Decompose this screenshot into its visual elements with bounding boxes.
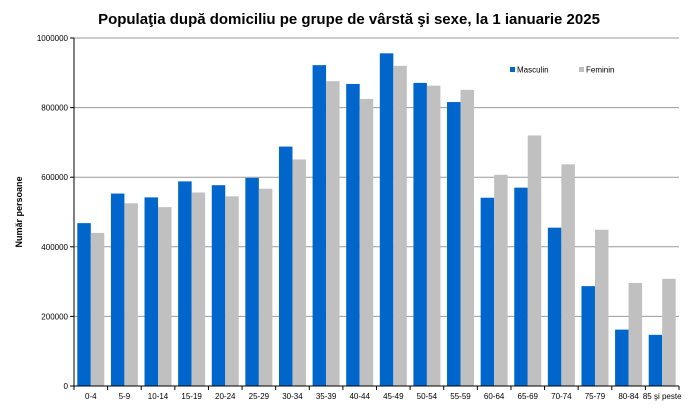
legend: Masculin Feminin [510,66,614,75]
y-tick-label: 1000000 [37,34,69,43]
bar-feminin [90,232,105,386]
bar-masculin [514,187,528,386]
y-tick-label: 400000 [41,243,68,252]
x-tick-label: 15-19 [181,392,202,401]
bar-masculin [447,102,461,387]
x-tick-label: 80-84 [618,392,639,401]
bar-masculin [547,227,562,386]
x-tick-label: 35-39 [316,392,337,401]
x-tick-label: 45-49 [383,392,404,401]
legend-label-masculin: Masculin [517,66,549,75]
bar-feminin [191,192,206,386]
bar-feminin [326,81,340,386]
bars [77,53,676,387]
bar-masculin [211,185,226,386]
bar-feminin [393,65,407,386]
x-tick-label: 85 şi peste [643,392,682,401]
x-tick-label: 70-74 [551,392,572,401]
x-tick-label: 10-14 [148,392,169,401]
bar-feminin [158,207,172,386]
bar-masculin [144,197,159,386]
bar-feminin [662,278,676,386]
bar-feminin [359,98,374,387]
bar-feminin [460,89,475,387]
y-axis-label: Număr persoane [14,176,24,247]
bar-feminin [124,203,138,386]
y-tick-label: 800000 [41,104,68,113]
x-tick-label: 30-34 [282,392,303,401]
bar-feminin [594,229,609,386]
grid-lines [74,37,679,317]
bar-masculin [178,181,192,386]
bar-feminin [527,135,542,386]
x-tick-label: 20-24 [215,392,236,401]
bar-feminin [292,159,306,386]
bar-feminin [561,164,575,386]
x-tick-label: 0-4 [85,392,97,401]
y-tick-label: 200000 [41,312,68,321]
x-tick-label: 75-79 [585,392,606,401]
bar-masculin [77,223,91,386]
x-tick-label: 65-69 [518,392,539,401]
x-tick-label: 55-59 [450,392,471,401]
x-tick-label: 40-44 [349,392,370,401]
bar-masculin [245,177,259,386]
bar-masculin [413,82,427,386]
y-tick-label: 600000 [41,173,68,182]
bar-masculin [379,53,394,386]
legend-swatch-feminin [579,67,584,72]
bar-masculin [278,146,293,386]
y-tick-labels: 0 200000 400000 600000 800000 1000000 [37,34,69,391]
bar-masculin [312,65,327,387]
bar-masculin [615,329,629,386]
x-tick-label: 50-54 [417,392,438,401]
bar-feminin [225,196,239,386]
bar-masculin [648,334,663,386]
bar-feminin [426,85,441,387]
bar-feminin [628,282,643,386]
chart-title: Populaţia după domiciliu pe grupe de vâr… [98,11,600,28]
x-tick-label: 25-29 [249,392,270,401]
x-tick-label: 5-9 [119,392,131,401]
x-tick-labels: 0-4 5-9 10-14 15-19 20-24 25-29 30-34 35-39 40-4… [85,392,682,401]
legend-swatch-masculin [510,67,515,72]
bar-masculin [581,286,595,386]
y-tick-label: 0 [64,382,69,391]
bar-masculin [480,197,495,386]
bar-masculin [346,83,360,386]
x-tick-label: 60-64 [484,392,505,401]
bar-feminin [258,188,273,386]
bar-masculin [110,193,125,386]
legend-label-feminin: Feminin [586,66,614,75]
axes [70,37,680,390]
bar-feminin [494,174,508,386]
